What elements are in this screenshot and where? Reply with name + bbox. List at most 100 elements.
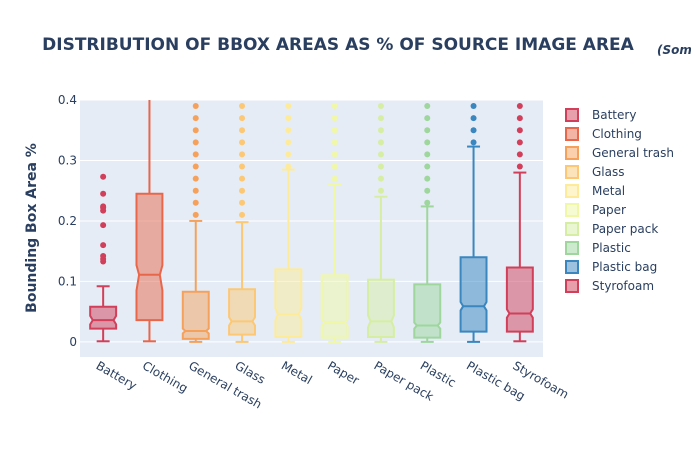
legend-label: Paper (592, 203, 626, 217)
box-body (366, 278, 395, 339)
legend-swatch (565, 146, 579, 160)
legend-item[interactable]: Styrofoam (565, 279, 654, 293)
outlier-point (100, 222, 107, 229)
box-body (459, 256, 488, 333)
outlier-point (100, 203, 107, 210)
outlier-point (377, 127, 384, 134)
box-paper (320, 103, 349, 343)
box-body (89, 305, 118, 330)
outlier-point (285, 139, 292, 146)
boxes (89, 100, 534, 343)
box-body (135, 192, 164, 322)
outlier-point (377, 151, 384, 158)
outlier-point (192, 163, 199, 170)
outlier-point (377, 115, 384, 122)
x-tick-label: Clothing (140, 358, 190, 395)
outlier-point (424, 127, 431, 134)
legend-swatch (565, 108, 579, 122)
legend-item[interactable]: Paper (565, 203, 626, 217)
outlier-point (192, 175, 199, 182)
outlier-point (192, 199, 199, 206)
box-clothing (135, 100, 164, 343)
outlier-point (424, 103, 431, 110)
y-tick-label: 0 (69, 335, 77, 349)
outlier-point (192, 187, 199, 194)
outlier-point (192, 115, 199, 122)
outlier-point (377, 187, 384, 194)
outlier-point (239, 139, 246, 146)
legend-item[interactable]: Plastic (565, 241, 631, 255)
outlier-point (239, 175, 246, 182)
legend-label: Clothing (592, 127, 642, 141)
outlier-point (424, 199, 431, 206)
chart-title: DISTRIBUTION OF BBOX AREAS AS % OF SOURC… (42, 35, 635, 55)
legend-item[interactable]: Metal (565, 184, 625, 198)
legend-item[interactable]: Battery (565, 108, 636, 122)
outlier-point (100, 242, 107, 249)
outlier-point (424, 115, 431, 122)
outlier-point (516, 163, 523, 170)
outlier-point (424, 163, 431, 170)
outlier-point (285, 163, 292, 170)
box-glass (228, 103, 257, 343)
y-tick-label: 0.3 (58, 153, 77, 167)
x-tick-label: Paper (325, 358, 361, 387)
x-tick-label: Glass (233, 358, 268, 386)
outlier-point (285, 151, 292, 158)
box-battery (89, 173, 118, 343)
outlier-point (516, 115, 523, 122)
box-general-trash (181, 103, 210, 343)
outlier-point (239, 115, 246, 122)
legend-swatch (565, 165, 579, 179)
outlier-point (377, 103, 384, 110)
legend-item[interactable]: Paper pack (565, 222, 658, 236)
box-body (228, 288, 257, 336)
legend-label: Plastic bag (592, 260, 657, 274)
outlier-point (424, 139, 431, 146)
legend-swatch (565, 260, 579, 274)
legend-swatch (565, 127, 579, 141)
y-tick-label: 0.4 (58, 93, 77, 107)
outlier-point (377, 175, 384, 182)
outlier-point (331, 175, 338, 182)
outlier-point (285, 103, 292, 110)
outlier-point (239, 211, 246, 218)
outlier-point (424, 151, 431, 158)
outlier-point (331, 103, 338, 110)
outlier-point (516, 139, 523, 146)
legend-item[interactable]: Glass (565, 165, 625, 179)
outlier-point (470, 139, 477, 146)
outlier-point (516, 127, 523, 134)
outlier-point (516, 151, 523, 158)
legend-swatch (565, 203, 579, 217)
outlier-point (470, 115, 477, 122)
y-tick-label: 0.1 (58, 274, 77, 288)
box-body (181, 290, 210, 340)
legend-label: Battery (592, 108, 636, 122)
box-paper-pack (366, 103, 395, 343)
outlier-point (192, 103, 199, 110)
chart-subtitle: (Som (657, 43, 691, 57)
outlier-point (516, 103, 523, 110)
legend-label: Metal (592, 184, 625, 198)
outlier-point (331, 127, 338, 134)
outlier-point (100, 253, 107, 260)
legend-swatch (565, 222, 579, 236)
legend-swatch (565, 241, 579, 255)
outlier-point (331, 115, 338, 122)
outlier-point (377, 139, 384, 146)
legend: Battery Clothing General trash Glass Metal Pa… (565, 108, 674, 293)
legend-swatch (565, 279, 579, 293)
outlier-point (331, 163, 338, 170)
y-tick-label: 0.2 (58, 214, 77, 228)
legend-item[interactable]: Plastic bag (565, 260, 657, 274)
legend-label: Paper pack (592, 222, 658, 236)
legend-item[interactable]: General trash (565, 146, 674, 160)
box-body (320, 274, 349, 339)
legend-item[interactable]: Clothing (565, 127, 642, 141)
outlier-point (285, 127, 292, 134)
box-styrofoam (505, 103, 534, 343)
legend-label: General trash (592, 146, 674, 160)
legend-label: Styrofoam (592, 279, 654, 293)
